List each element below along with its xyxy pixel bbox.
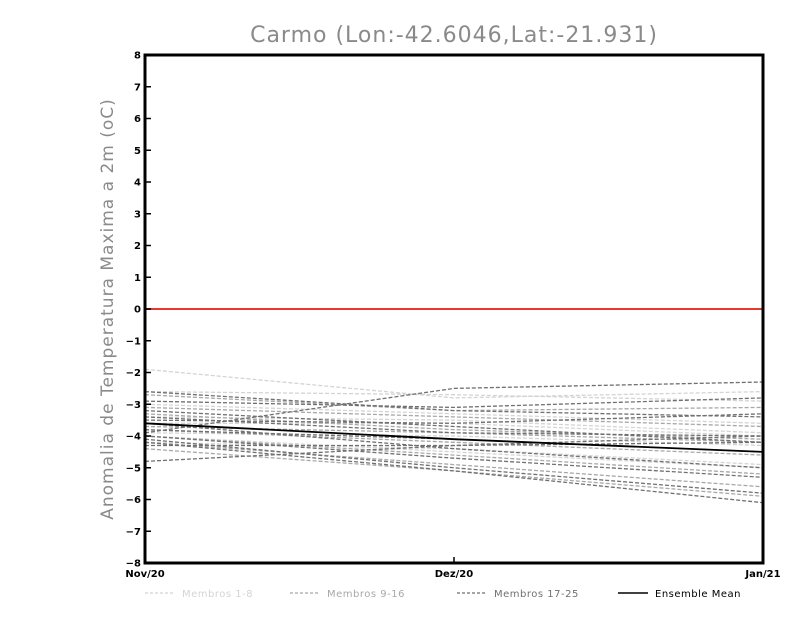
y-tick-label: 1	[134, 273, 141, 284]
y-tick-label: 4	[134, 178, 141, 189]
y-tick-label: 5	[134, 146, 141, 157]
member-line-g3-9	[144, 438, 764, 494]
member-line-g3-5	[144, 416, 764, 437]
x-axis-ticks: Nov/20 Dez/20 Jan/21	[125, 557, 781, 580]
member-line-g1-2	[144, 390, 764, 402]
x-tick-label: Jan/21	[744, 569, 780, 580]
member-line-g3-6	[144, 413, 764, 424]
y-axis-ticks: −8 −7 −6 −5 −4 −3 −2 −1 0 1 2 3 4 5 6 7 8	[126, 51, 151, 570]
ensemble-mean-line	[144, 422, 764, 453]
ensemble-mean-layer	[144, 422, 764, 453]
x-tick-label: Nov/20	[125, 569, 164, 580]
member-line-g2-3	[144, 413, 764, 440]
y-tick-label: 6	[134, 114, 141, 125]
legend-label: Ensemble Mean	[655, 589, 741, 600]
legend-label: Membros 1-8	[182, 589, 253, 600]
y-tick-label: −3	[126, 400, 141, 411]
member-line-g3-1	[144, 381, 764, 434]
y-tick-label: −1	[126, 336, 141, 347]
series-layer	[144, 368, 764, 504]
legend-label: Membros 17-25	[494, 589, 579, 600]
member-line-g3-12	[144, 435, 764, 463]
member-line-g1-7	[144, 441, 764, 466]
y-tick-label: 8	[134, 51, 141, 62]
member-line-g3-8	[144, 435, 764, 478]
y-tick-label: 7	[134, 82, 141, 93]
member-line-g2-5	[144, 429, 764, 456]
legend: Membros 1-8 Membros 9-16 Membros 17-25 Ense…	[145, 589, 741, 600]
y-tick-label: 3	[134, 209, 141, 220]
y-tick-label: −2	[126, 368, 141, 379]
y-tick-label: −8	[126, 559, 141, 570]
y-tick-label: −4	[126, 432, 141, 443]
member-line-g3-10	[144, 441, 764, 504]
y-tick-label: 0	[134, 305, 141, 316]
member-line-g1-3	[144, 403, 764, 424]
y-tick-label: −5	[126, 463, 141, 474]
member-line-g3-4	[144, 409, 764, 443]
member-line-g2-8	[144, 448, 764, 497]
member-line-g2-7	[144, 441, 764, 488]
y-tick-label: −6	[126, 495, 141, 506]
y-axis-label: Anomalia de Temperatura Maxima a 2m (oC)	[98, 98, 118, 520]
member-line-g3-3	[144, 397, 764, 409]
y-tick-label: −7	[126, 527, 141, 538]
member-line-g1-1	[144, 368, 764, 399]
x-tick-label: Dez/20	[435, 569, 474, 580]
chart-title: Carmo (Lon:-42.6046,Lat:-21.931)	[250, 23, 658, 48]
member-line-g3-2	[144, 390, 764, 418]
legend-label: Membros 9-16	[327, 589, 405, 600]
y-tick-label: 2	[134, 241, 141, 252]
member-line-g3-13	[144, 422, 764, 469]
member-line-g2-6	[144, 435, 764, 475]
member-line-g1-8	[144, 435, 764, 469]
member-line-g2-2	[144, 406, 764, 428]
